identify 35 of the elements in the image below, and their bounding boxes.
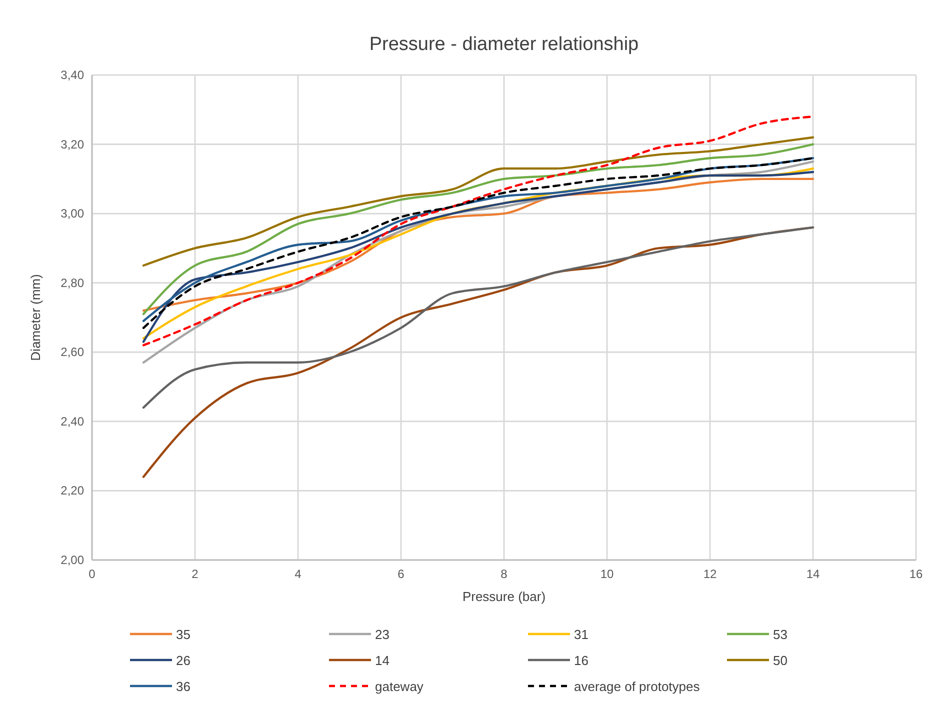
y-tick-label: 3,20 [60,137,84,152]
x-tick-label: 6 [398,567,405,581]
chart-title: Pressure - diameter relationship [369,34,639,55]
legend-label: average of prototypes [574,679,700,694]
legend-label: 23 [375,627,390,642]
y-tick-label: 2,00 [60,553,84,567]
y-axis-title: Diameter (mm) [28,274,43,361]
line-series [142,178,814,312]
y-tick-label: 2,40 [60,414,84,428]
legend-label: 35 [176,627,190,642]
x-tick-label: 8 [500,567,508,581]
legend-label: 50 [773,653,788,668]
x-tick-label: 14 [806,567,820,581]
x-tick-label: 4 [294,567,302,581]
legend-label: 31 [574,627,588,642]
line-series [142,136,814,267]
y-tick-label: 2,20 [60,484,84,498]
x-tick-label: 10 [600,567,614,581]
x-tick-label: 12 [703,567,717,581]
y-tick-label: 2,60 [60,345,84,360]
x-tick-label: 16 [909,567,923,581]
legend-label: 26 [176,653,190,668]
y-tick-label: 3,00 [60,206,84,221]
legend-label: 53 [773,627,788,642]
x-axis-title: Pressure (bar) [462,589,546,604]
line-series [142,226,814,478]
x-tick-label: 0 [88,567,96,581]
legend-label: 16 [574,653,588,668]
y-tick-label: 2,80 [60,276,84,290]
legend-label: 36 [176,679,190,694]
x-tick-label: 2 [192,567,199,581]
legend-label: 14 [375,653,390,668]
line-series [142,226,814,409]
legend-label: gateway [375,679,424,694]
y-tick-label: 3,40 [60,68,84,82]
